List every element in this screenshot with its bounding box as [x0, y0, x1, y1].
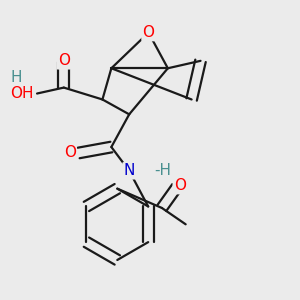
- Text: O: O: [58, 53, 70, 68]
- Text: O: O: [64, 146, 76, 160]
- Text: O: O: [142, 25, 154, 40]
- Text: H: H: [11, 70, 22, 85]
- Text: O: O: [174, 178, 186, 193]
- Text: -H: -H: [154, 163, 172, 178]
- Text: N: N: [124, 163, 135, 178]
- Text: OH: OH: [11, 86, 34, 101]
